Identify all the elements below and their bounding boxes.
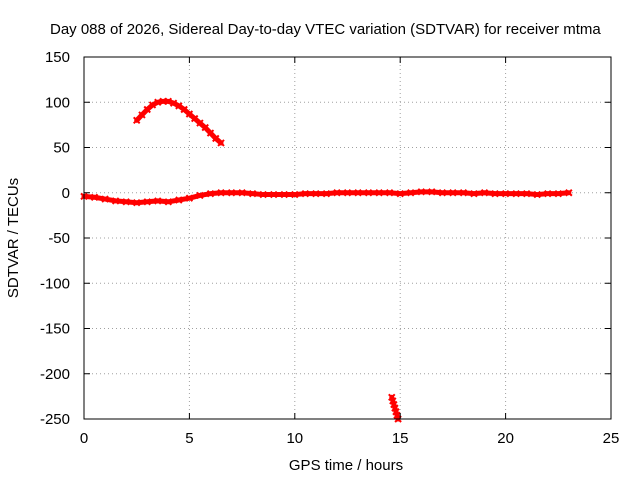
data-point xyxy=(428,188,436,196)
plot-frame xyxy=(83,56,612,420)
data-point xyxy=(259,190,267,199)
data-point xyxy=(111,197,120,205)
data-point xyxy=(201,123,209,132)
data-point xyxy=(364,189,373,197)
data-point xyxy=(280,190,288,199)
data-point xyxy=(217,139,225,147)
data-point xyxy=(333,189,341,197)
y-tick-label: -200 xyxy=(40,366,70,383)
x-tick-label: 10 xyxy=(286,430,303,447)
data-point xyxy=(270,190,278,199)
data-point xyxy=(238,189,246,197)
data-point xyxy=(512,189,520,198)
data-point xyxy=(291,190,299,199)
y-tick-label: -250 xyxy=(40,411,70,428)
data-point xyxy=(227,189,236,197)
data-point xyxy=(175,196,183,204)
data-point xyxy=(565,189,573,197)
data-point xyxy=(407,189,415,197)
data-point xyxy=(206,129,215,137)
data-point xyxy=(375,189,383,197)
y-tick-label: 50 xyxy=(53,140,70,157)
y-tick-label: 100 xyxy=(45,94,70,111)
data-point xyxy=(143,198,151,206)
data-point xyxy=(164,198,173,206)
data-point xyxy=(533,190,541,199)
y-tick-label: 150 xyxy=(45,49,70,66)
x-tick-label: 20 xyxy=(497,430,514,447)
data-point xyxy=(396,189,404,198)
data-point xyxy=(343,189,352,197)
data-point xyxy=(148,101,157,109)
x-tick-label: 0 xyxy=(80,430,88,447)
data-point xyxy=(90,193,99,201)
data-point xyxy=(459,189,468,197)
x-axis-label: GPS time / hours xyxy=(289,457,403,474)
y-tick-label: -50 xyxy=(48,230,70,247)
chart-title: Day 088 of 2026, Sidereal Day-to-day VTE… xyxy=(50,21,601,38)
data-point xyxy=(248,189,257,198)
data-point xyxy=(312,189,320,198)
series-arc-main xyxy=(80,188,573,207)
data-point xyxy=(385,189,394,197)
data-point xyxy=(354,189,362,197)
data-point xyxy=(501,189,510,198)
data-point xyxy=(449,189,457,197)
data-point xyxy=(154,197,162,205)
data-point xyxy=(491,189,499,198)
data-point xyxy=(175,102,183,110)
x-tick-label: 25 xyxy=(603,430,620,447)
data-point xyxy=(196,191,204,200)
data-points xyxy=(80,97,573,423)
data-point xyxy=(217,189,225,197)
data-point xyxy=(206,189,215,198)
data-point xyxy=(164,97,173,106)
axes: 0 5 10 15 20 25 150 100 50 0 -50 -100 -150 -200 -250 xyxy=(40,49,619,447)
x-tick-label: 15 xyxy=(392,430,409,447)
data-point xyxy=(122,198,130,206)
data-point xyxy=(138,111,146,119)
data-point xyxy=(544,189,552,198)
data-point xyxy=(169,99,178,107)
data-point xyxy=(417,188,425,196)
grid xyxy=(84,57,611,419)
y-tick-label: 0 xyxy=(62,185,70,202)
series-arc-high xyxy=(132,97,225,147)
data-point xyxy=(470,189,478,198)
data-point xyxy=(322,189,331,198)
data-point xyxy=(101,195,109,203)
data-point xyxy=(301,189,310,198)
data-point xyxy=(154,98,162,106)
data-point xyxy=(554,189,563,198)
y-tick-label: -100 xyxy=(40,275,70,292)
data-point xyxy=(438,189,447,197)
data-point xyxy=(522,189,531,198)
data-point xyxy=(132,198,141,207)
data-point xyxy=(185,194,194,202)
y-axis-label: SDTVAR / TECUs xyxy=(5,178,22,298)
data-point xyxy=(132,116,141,125)
x-tick-label: 5 xyxy=(185,430,193,447)
data-point xyxy=(480,189,489,197)
y-tick-label: -150 xyxy=(40,321,70,338)
series-arc-low xyxy=(388,393,402,423)
